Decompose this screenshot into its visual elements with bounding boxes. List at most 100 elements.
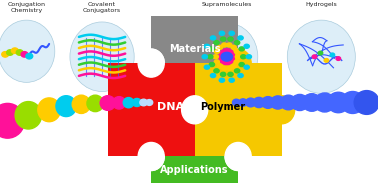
Ellipse shape [228,37,233,41]
Ellipse shape [138,49,164,77]
Ellipse shape [72,95,90,113]
Ellipse shape [219,31,225,35]
Ellipse shape [302,94,321,111]
Ellipse shape [229,52,234,56]
Ellipse shape [354,91,378,114]
Ellipse shape [217,45,223,49]
Ellipse shape [231,45,236,49]
Ellipse shape [211,36,216,40]
Ellipse shape [182,96,208,124]
Ellipse shape [123,98,134,108]
Ellipse shape [262,97,274,108]
Ellipse shape [246,55,251,59]
Ellipse shape [222,66,227,70]
Text: Supramolecules: Supramolecules [201,2,252,7]
Ellipse shape [38,98,60,122]
Ellipse shape [219,78,225,82]
Text: Hydrogels: Hydrogels [305,2,337,7]
Ellipse shape [202,55,208,59]
Ellipse shape [253,97,265,108]
Ellipse shape [239,99,247,106]
Ellipse shape [324,59,328,62]
Ellipse shape [241,55,246,59]
Ellipse shape [229,31,234,35]
Ellipse shape [2,52,9,57]
Text: Polymer: Polymer [200,102,245,113]
Ellipse shape [234,49,239,53]
Ellipse shape [314,93,335,112]
Ellipse shape [341,92,364,113]
Ellipse shape [221,59,226,64]
Ellipse shape [15,102,42,129]
Ellipse shape [225,142,251,171]
Ellipse shape [231,64,236,68]
Text: Materials: Materials [169,44,220,54]
Ellipse shape [225,49,251,77]
Ellipse shape [234,60,239,64]
Ellipse shape [234,41,240,45]
Ellipse shape [225,49,251,77]
Ellipse shape [56,96,76,117]
Ellipse shape [7,50,14,55]
Ellipse shape [208,55,213,59]
Ellipse shape [225,61,231,65]
Ellipse shape [182,96,208,124]
Ellipse shape [219,57,225,61]
Ellipse shape [287,20,355,93]
Ellipse shape [220,37,226,41]
Ellipse shape [209,47,215,51]
Ellipse shape [218,55,224,59]
Bar [151,110,238,183]
Ellipse shape [238,36,243,40]
Ellipse shape [228,59,233,64]
Ellipse shape [223,49,228,53]
Ellipse shape [70,22,134,92]
Ellipse shape [138,142,164,171]
Ellipse shape [229,78,234,82]
Ellipse shape [228,72,233,76]
Ellipse shape [87,95,104,112]
Ellipse shape [219,52,225,56]
Ellipse shape [226,66,232,70]
Ellipse shape [239,63,244,67]
Ellipse shape [230,55,235,59]
Ellipse shape [214,69,219,73]
Bar [151,16,238,110]
Ellipse shape [318,51,323,55]
Ellipse shape [21,52,28,57]
Ellipse shape [100,96,115,110]
Ellipse shape [268,96,295,124]
Bar [108,63,195,156]
Ellipse shape [138,142,164,171]
Ellipse shape [11,48,18,53]
Bar [195,63,282,156]
Ellipse shape [140,99,147,106]
Ellipse shape [336,57,341,60]
Text: Conjugation
Chemistry: Conjugation Chemistry [8,2,45,13]
Ellipse shape [238,74,243,78]
Ellipse shape [213,55,218,59]
Ellipse shape [209,63,215,67]
Ellipse shape [312,55,317,59]
Ellipse shape [327,92,349,113]
Text: Covalent
Conjugators: Covalent Conjugators [83,2,121,13]
Ellipse shape [211,74,216,78]
Ellipse shape [0,103,25,138]
Ellipse shape [235,55,240,59]
Ellipse shape [196,23,258,91]
Ellipse shape [246,98,256,107]
Ellipse shape [182,96,208,124]
Ellipse shape [26,53,33,59]
Ellipse shape [225,142,251,171]
Ellipse shape [217,64,223,68]
Ellipse shape [214,41,219,45]
Ellipse shape [214,60,220,64]
Ellipse shape [146,100,153,105]
Ellipse shape [280,95,296,110]
Ellipse shape [0,20,55,82]
Ellipse shape [16,50,23,55]
Ellipse shape [228,50,233,54]
Text: DNA: DNA [157,102,184,113]
Ellipse shape [132,98,141,107]
Ellipse shape [214,49,220,53]
